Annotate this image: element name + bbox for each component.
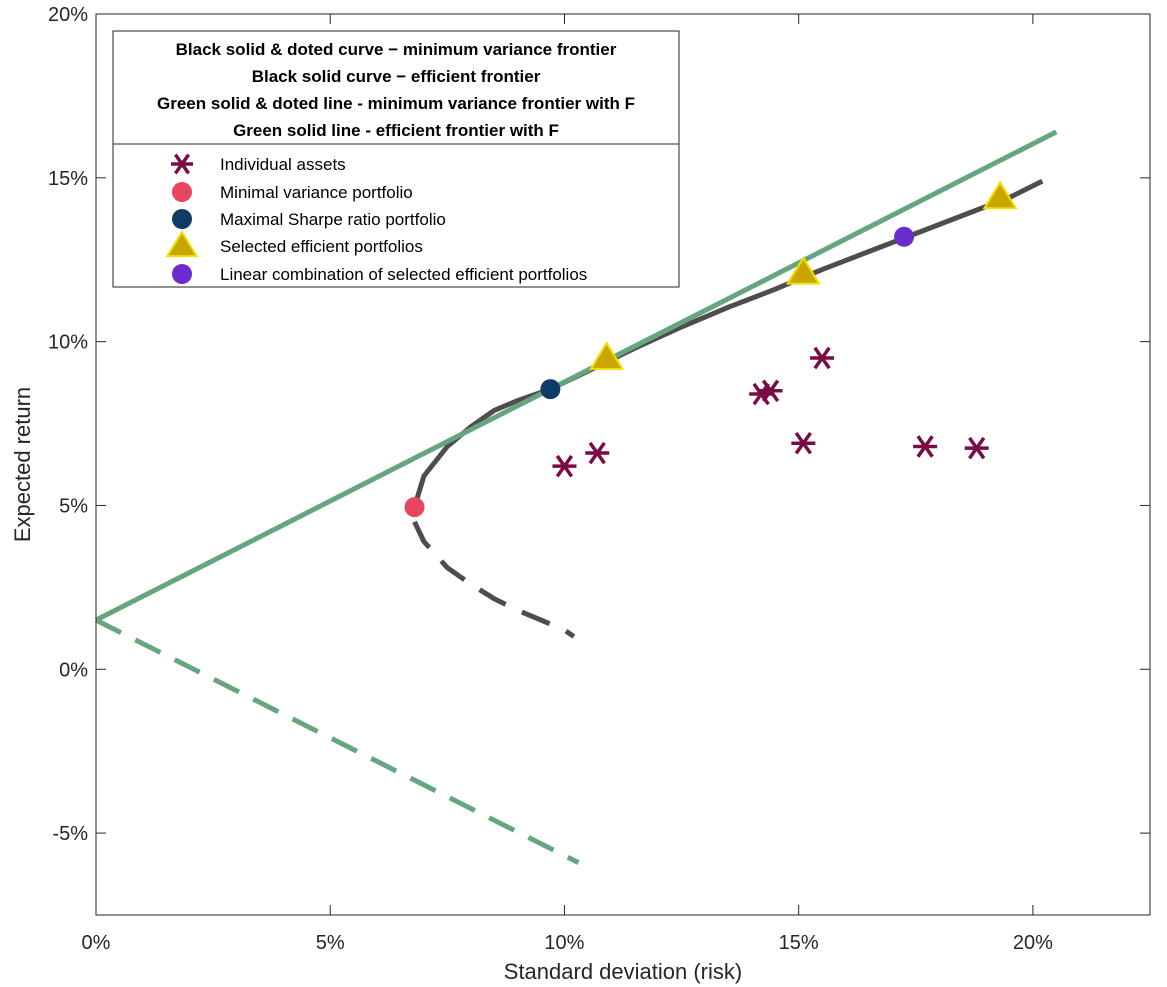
asset-point bbox=[913, 435, 938, 458]
asset-point bbox=[585, 441, 610, 465]
legend: Black solid & doted curve − minimum vari… bbox=[112, 30, 680, 288]
legend-label: Linear combination of selected efficient… bbox=[220, 265, 587, 284]
asset-point bbox=[964, 436, 989, 460]
asset-point bbox=[810, 346, 835, 370]
legend-label: Selected efficient portfolios bbox=[220, 237, 423, 256]
selected-portfolio-point bbox=[982, 180, 1018, 210]
x-tick-label: 15% bbox=[779, 932, 819, 954]
y-tick-label: 10% bbox=[48, 332, 88, 354]
x-tick-label: 20% bbox=[1013, 932, 1053, 954]
legend-label: Individual assets bbox=[220, 155, 346, 174]
legend-label: Maximal Sharpe ratio portfolio bbox=[220, 210, 446, 229]
asset-point bbox=[758, 379, 783, 402]
selected-portfolio-point bbox=[785, 255, 821, 285]
x-axis-label: Standard deviation (risk) bbox=[504, 959, 742, 984]
legend-label: Minimal variance portfolio bbox=[220, 183, 413, 202]
inefficient-frontier-with-f-line bbox=[94, 617, 580, 865]
frontier-lines bbox=[94, 129, 1058, 865]
selected-portfolio-point bbox=[589, 341, 625, 370]
max-sharpe-point bbox=[540, 379, 561, 400]
x-tick-label: 10% bbox=[544, 932, 584, 954]
legend-box bbox=[112, 30, 680, 288]
legend-title-line: Black solid & doted curve − minimum vari… bbox=[176, 40, 617, 59]
legend-marker-assets bbox=[171, 153, 193, 175]
axes: 0% 5% 10% 15% 20% -5% 0% 5% 10% 15% 20% Standard de… bbox=[10, 4, 1151, 984]
legend-marker-max-sharpe bbox=[172, 209, 192, 229]
legend-marker-combination bbox=[172, 264, 192, 284]
efficient-frontier-with-f-line bbox=[94, 129, 1058, 623]
x-tick-label: 0% bbox=[82, 932, 111, 954]
legend-title-line: Green solid & doted line - minimum varia… bbox=[157, 94, 635, 113]
asset-point bbox=[552, 454, 577, 478]
legend-marker-selected bbox=[165, 230, 199, 258]
y-tick-label: 15% bbox=[48, 168, 88, 190]
min-variance-point bbox=[404, 497, 425, 518]
y-tick-label: 20% bbox=[48, 4, 88, 26]
y-tick-label: -5% bbox=[52, 823, 88, 845]
x-tick-label: 5% bbox=[316, 932, 345, 954]
legend-entries: Individual assets Minimal variance portfo… bbox=[165, 153, 587, 284]
y-axis-label: Expected return bbox=[10, 387, 35, 542]
legend-marker-min-variance bbox=[172, 182, 192, 202]
asset-point bbox=[791, 431, 816, 455]
inefficient-frontier-line bbox=[412, 520, 576, 639]
legend-title-line: Black solid curve − efficient frontier bbox=[252, 67, 541, 86]
data-markers bbox=[404, 180, 1018, 518]
y-tick-label: 5% bbox=[59, 495, 88, 517]
y-tick-label: 0% bbox=[59, 659, 88, 681]
combination-point bbox=[894, 226, 915, 247]
legend-title-line: Green solid line - efficient frontier wi… bbox=[233, 121, 559, 140]
plot-frame bbox=[95, 13, 1151, 916]
